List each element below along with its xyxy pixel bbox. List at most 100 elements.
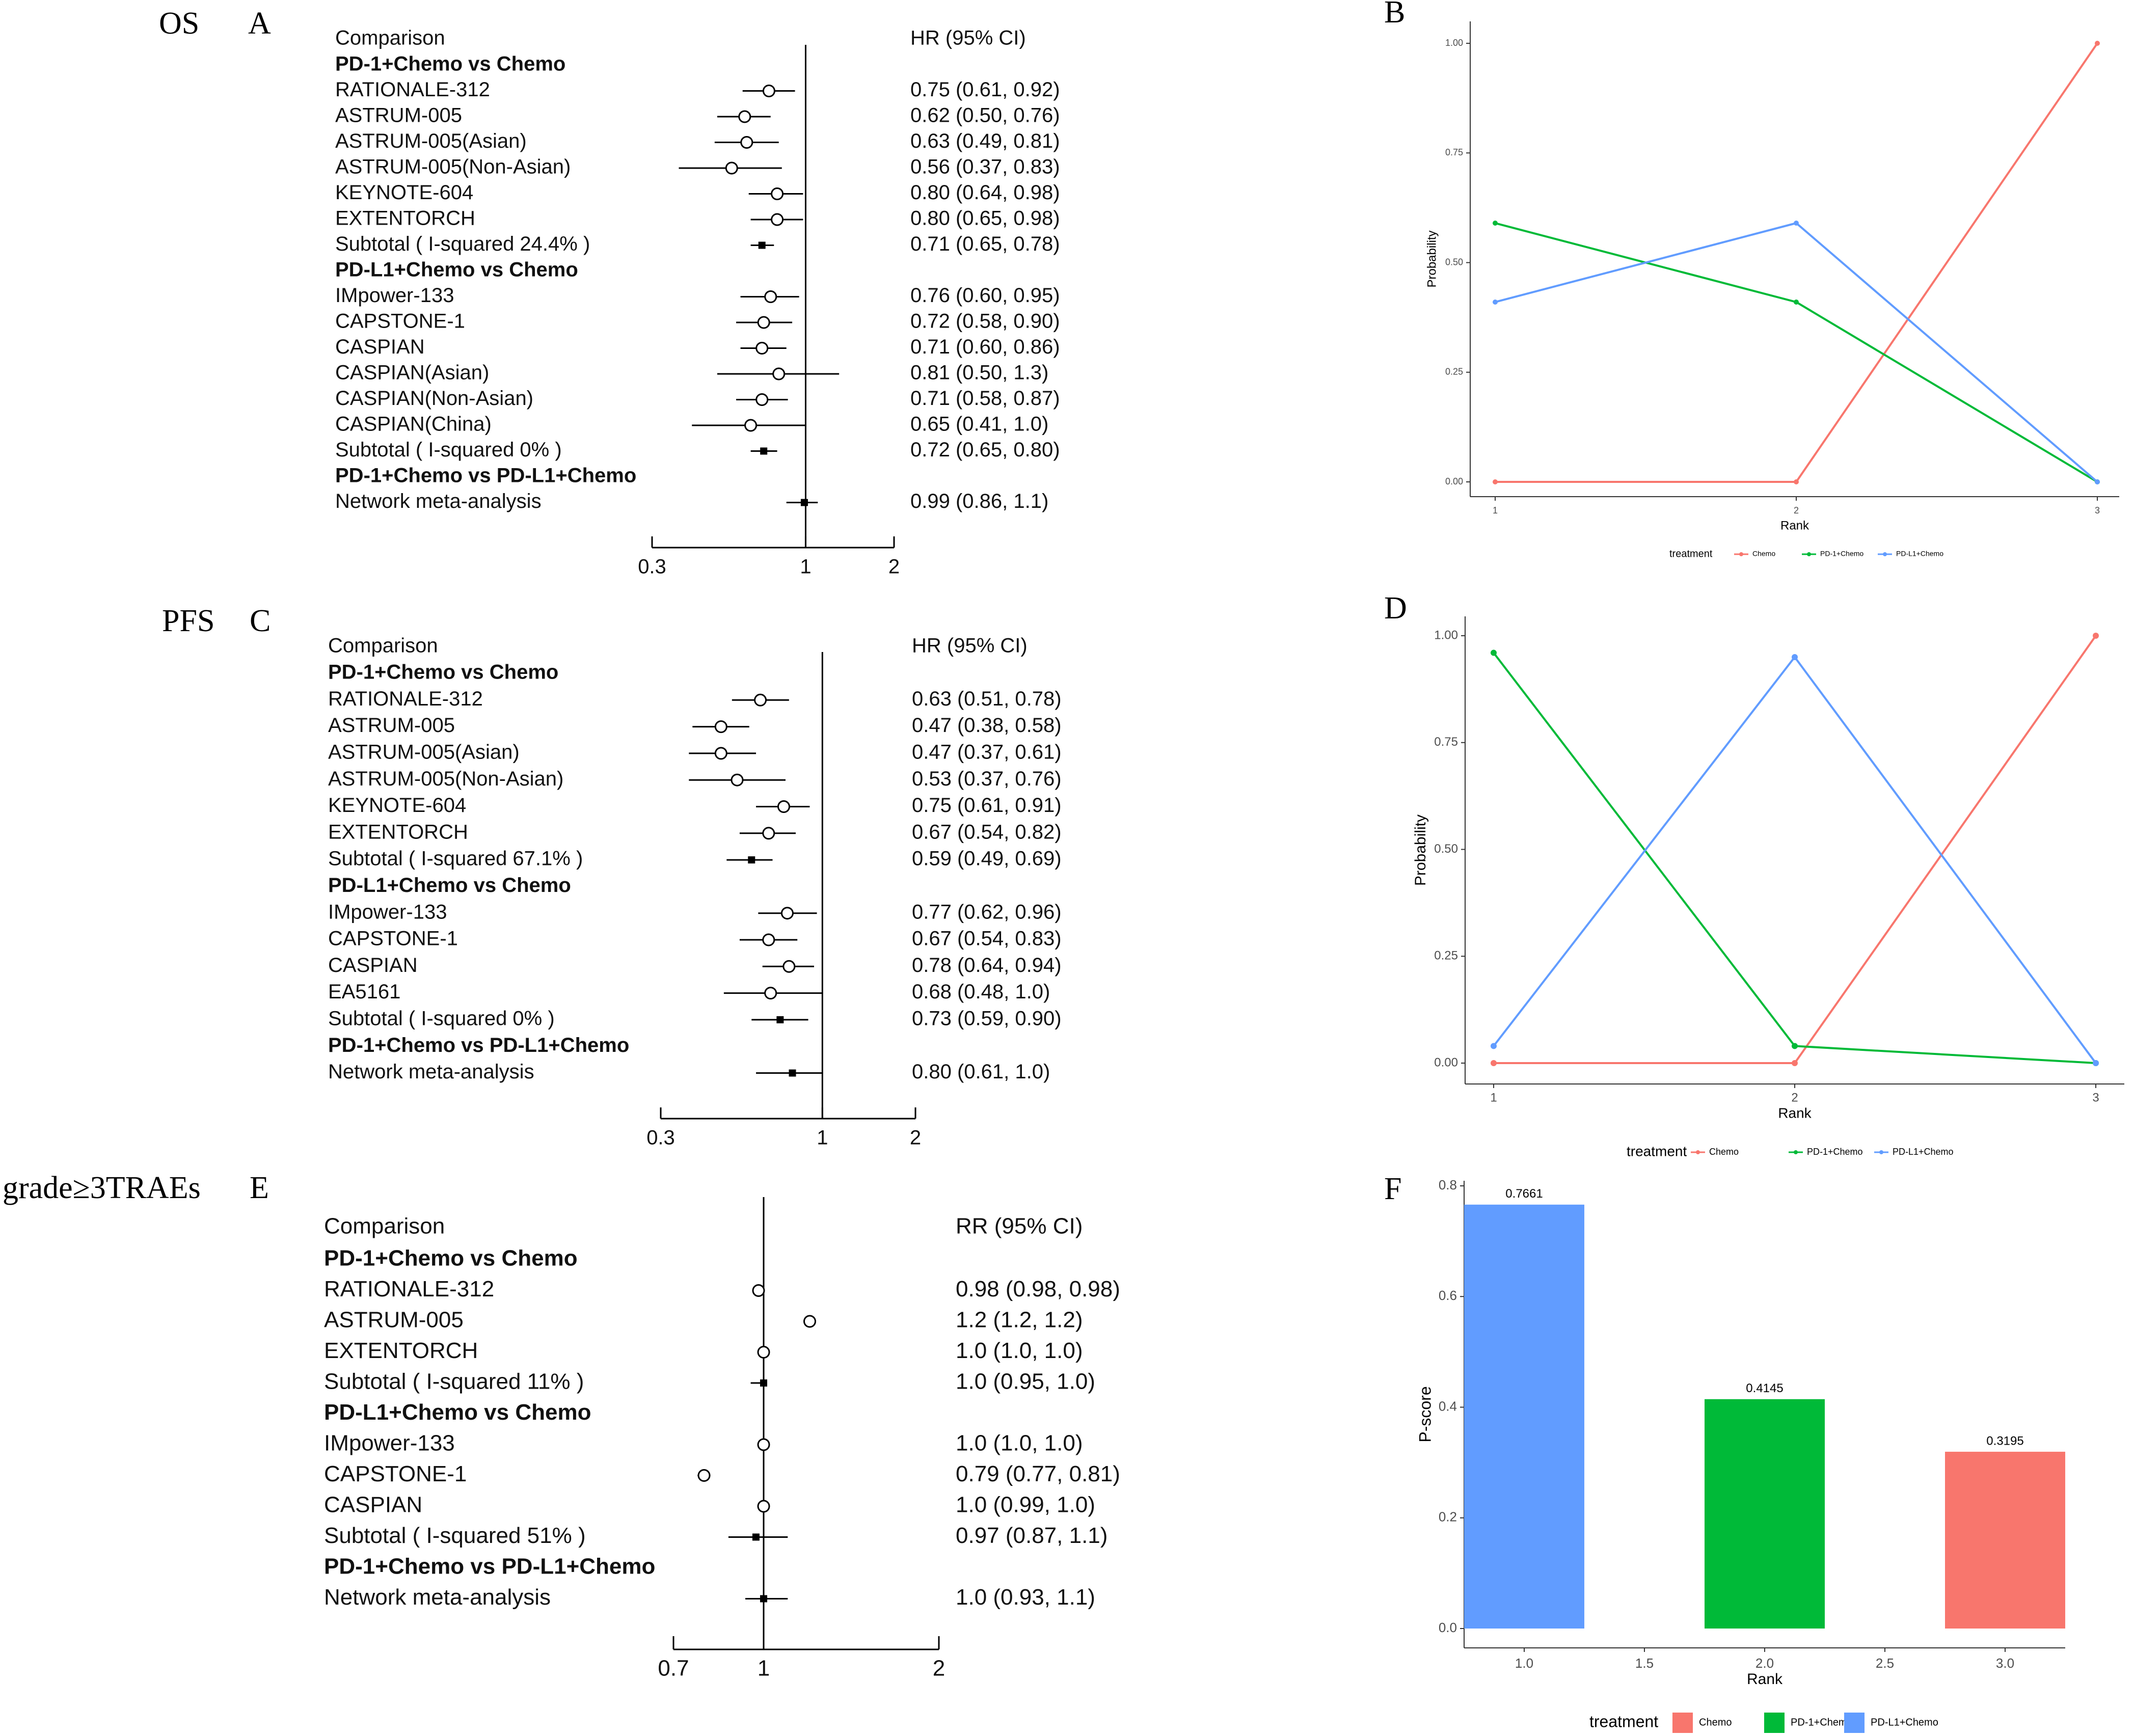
group-heading: PD-1+Chemo vs Chemo	[324, 1246, 578, 1271]
row-label: Subtotal ( I-squared 24.4% )	[335, 233, 590, 255]
legend-label: PD-L1+Chemo	[1896, 550, 1943, 558]
y-axis-tick-label: 0.50	[1434, 842, 1458, 856]
estimate-ci-text: 0.80 (0.61, 1.0)	[912, 1061, 1050, 1083]
row-label: EXTENTORCH	[328, 821, 468, 843]
estimate-ci-text: 0.62 (0.50, 0.76)	[910, 104, 1060, 127]
panel-letter: F	[1384, 1172, 1401, 1206]
estimate-ci-text: 0.76 (0.60, 0.95)	[910, 284, 1060, 307]
row-label: CASPIAN(Non-Asian)	[335, 387, 533, 410]
study-estimate-marker	[771, 213, 784, 226]
legend-key-point	[1883, 552, 1887, 556]
estimate-ci-text: 0.77 (0.62, 0.96)	[912, 901, 1062, 923]
row-label: ASTRUM-005	[335, 104, 462, 127]
pooled-estimate-marker	[748, 856, 755, 864]
row-label: ASTRUM-005	[324, 1308, 464, 1333]
x-axis-tick-label: 1	[1493, 505, 1498, 516]
row-label: EXTENTORCH	[324, 1338, 478, 1363]
estimate-ci-text: 0.71 (0.58, 0.87)	[910, 387, 1060, 410]
x-axis-tick-label: 0.3	[638, 556, 666, 578]
study-estimate-marker	[764, 987, 777, 1000]
estimate-ci-text: 0.68 (0.48, 1.0)	[912, 981, 1050, 1003]
study-estimate-marker	[762, 85, 775, 97]
study-estimate-marker	[762, 827, 775, 840]
estimate-ci-text: 1.0 (0.93, 1.1)	[956, 1585, 1095, 1610]
x-axis-tick-label: 1	[800, 556, 811, 578]
y-axis-tick-label: 1.00	[1434, 628, 1458, 642]
pooled-estimate-marker	[758, 241, 766, 249]
series-point	[1493, 221, 1498, 226]
row-label: CASPIAN(Asian)	[335, 362, 489, 384]
y-axis-tick-label: 0.75	[1445, 147, 1463, 157]
row-label: KEYNOTE-604	[328, 794, 466, 817]
study-estimate-marker	[755, 342, 769, 355]
legend-label: Chemo	[1699, 1717, 1732, 1728]
study-estimate-marker	[714, 747, 727, 760]
row-label: RATIONALE-312	[324, 1277, 494, 1301]
bar-value-label: 0.4145	[1746, 1381, 1783, 1395]
legend-label: Chemo	[1709, 1147, 1739, 1157]
row-label: Subtotal ( I-squared 11% )	[324, 1369, 584, 1394]
study-estimate-marker	[755, 393, 769, 406]
pooled-estimate-marker	[800, 499, 808, 506]
y-axis-label: Probability	[1425, 230, 1439, 287]
bar	[1464, 1204, 1584, 1629]
legend-key-point	[1696, 1150, 1700, 1154]
study-estimate-marker	[757, 1346, 770, 1359]
x-axis-tick-label: 1	[758, 1656, 770, 1681]
panel-letter: E	[250, 1171, 269, 1205]
row-label: ASTRUM-005	[328, 714, 455, 737]
estimate-ci-text: 1.2 (1.2, 1.2)	[956, 1308, 1083, 1333]
legend-label: PD-L1+Chemo	[1871, 1717, 1938, 1728]
estimate-ci-text: 1.0 (1.0, 1.0)	[956, 1431, 1083, 1456]
series-line	[1495, 222, 2098, 483]
section-title: OS	[159, 6, 199, 41]
x-axis-tick-label: 3.0	[1996, 1656, 2014, 1671]
row-label: Network meta-analysis	[324, 1585, 551, 1610]
x-axis-label: Rank	[1778, 1105, 1812, 1121]
estimate-ci-text: 0.97 (0.87, 1.1)	[956, 1523, 1107, 1548]
x-axis-tick-label: 2.5	[1876, 1656, 1894, 1671]
row-label: CAPSTONE-1	[328, 928, 458, 950]
y-axis-tick-label: 0.50	[1445, 257, 1463, 267]
y-axis-label: Probability	[1412, 815, 1429, 886]
study-estimate-marker	[771, 187, 784, 200]
legend-key	[1844, 1713, 1865, 1733]
x-axis-tick-label: 2	[1794, 505, 1799, 516]
x-axis-tick-label: 2	[910, 1127, 921, 1149]
series-line	[1493, 655, 2097, 1064]
x-axis-tick-label: 0.7	[658, 1656, 689, 1681]
estimate-ci-text: 0.59 (0.49, 0.69)	[912, 848, 1062, 870]
estimate-ci-text: 0.79 (0.77, 0.81)	[956, 1461, 1120, 1486]
legend-label: PD-1+Chemo	[1807, 1147, 1863, 1157]
y-axis-tick-label: 0.00	[1445, 476, 1463, 486]
row-label: Subtotal ( I-squared 0% )	[335, 439, 562, 461]
x-axis-tick-label: 2	[1791, 1091, 1798, 1104]
series-point	[1792, 1043, 1798, 1049]
legend-key-point	[1794, 1150, 1798, 1154]
group-heading: PD-1+Chemo vs PD-L1+Chemo	[324, 1554, 655, 1579]
series-point	[1491, 1043, 1497, 1049]
row-label: Network meta-analysis	[335, 490, 542, 512]
series-point	[1792, 1060, 1798, 1066]
x-axis-label: Rank	[1747, 1671, 1783, 1688]
legend-title: treatment	[1589, 1712, 1658, 1730]
estimate-ci-text: 0.63 (0.49, 0.81)	[910, 130, 1060, 152]
estimate-ci-text: 0.53 (0.37, 0.76)	[912, 768, 1062, 790]
study-estimate-marker	[697, 1469, 711, 1482]
column-header-ci: RR (95% CI)	[956, 1214, 1083, 1239]
bar-value-label: 0.7661	[1505, 1187, 1543, 1201]
estimate-ci-text: 0.47 (0.38, 0.58)	[912, 714, 1062, 737]
series-point	[1794, 479, 1799, 484]
row-label: KEYNOTE-604	[335, 181, 473, 204]
series-line	[1494, 635, 2097, 1064]
x-axis-tick-label: 0.3	[646, 1127, 675, 1149]
row-label: Subtotal ( I-squared 67.1% )	[328, 848, 583, 870]
series-point	[2095, 479, 2100, 484]
row-label: Network meta-analysis	[328, 1061, 534, 1083]
y-axis-tick-label: 1.00	[1445, 38, 1463, 48]
x-axis-tick-label: 3	[2095, 505, 2100, 516]
series-point	[1493, 479, 1498, 484]
x-axis-tick-label: 1	[1490, 1091, 1497, 1104]
estimate-ci-text: 0.78 (0.64, 0.94)	[912, 954, 1062, 976]
